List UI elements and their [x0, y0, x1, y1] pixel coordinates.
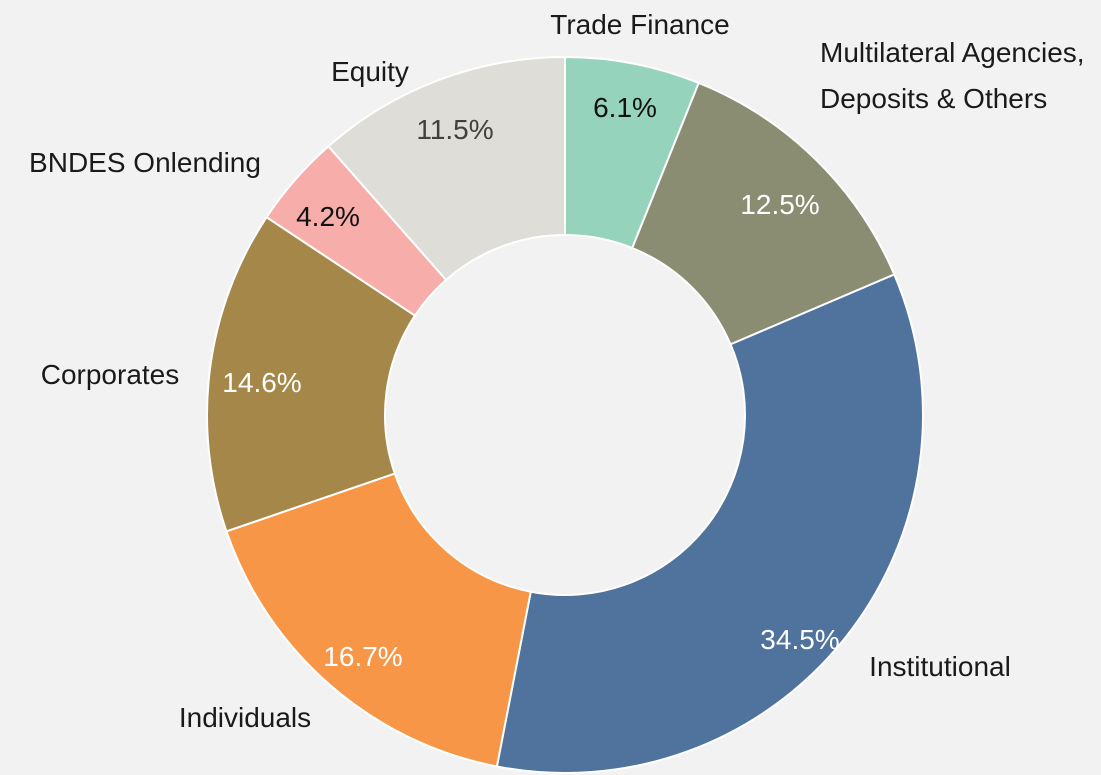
value-label: 11.5%: [416, 114, 494, 145]
slice: [206, 215, 417, 533]
slice: [495, 273, 924, 774]
category-label: Corporates: [40, 359, 180, 390]
value-label: 4.2%: [296, 201, 360, 232]
slice: [630, 81, 896, 346]
category-label: Multilateral Agencies, Deposits & Others: [820, 37, 1085, 114]
value-label: 14.6%: [222, 367, 302, 398]
category-label: Trade Finance: [550, 9, 730, 40]
value-label: 16.7%: [323, 641, 403, 672]
value-label: 34.5%: [760, 624, 840, 655]
value-label: 6.1%: [593, 92, 657, 123]
slice: [225, 472, 532, 768]
value-label: 12.5%: [740, 189, 820, 220]
category-label: Individuals: [178, 702, 312, 733]
category-label: BNDES Onlending: [29, 147, 261, 178]
category-label: Institutional: [869, 651, 1011, 682]
slice: [327, 55, 566, 282]
category-label: Equity: [331, 56, 409, 87]
